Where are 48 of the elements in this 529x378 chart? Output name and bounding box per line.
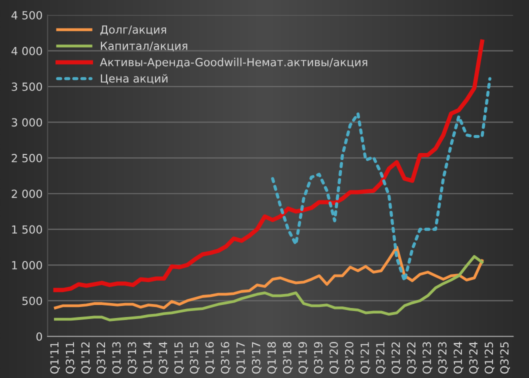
x-tick-label: Q1'14 [143, 342, 153, 374]
x-tick-label: Q1'17 [236, 342, 246, 374]
y-tick-label: 1 000 [12, 260, 42, 270]
x-tick-label: Q1'24 [454, 342, 464, 374]
line-series [53, 39, 484, 292]
x-tick-label: Q3'17 [252, 342, 262, 374]
y-tick-label: 0 [36, 332, 42, 341]
y-tick-label: 2 000 [12, 190, 42, 198]
x-tick-label: Q1'23 [422, 342, 432, 374]
legend-label: Активы-Аренда-Goodwill-Немат.активы/акция [100, 58, 368, 68]
x-tick-label: Q1'11 [50, 342, 60, 374]
x-tick-label: Q1'22 [392, 342, 402, 374]
x-tick-label: Q3'14 [158, 342, 168, 374]
line-series [271, 77, 492, 282]
legend-label: Капитал/акция [100, 42, 188, 52]
x-tick-label: Q1'15 [174, 342, 184, 374]
x-tick-label: Q3'11 [66, 342, 76, 374]
x-tick-label: Q3'23 [438, 342, 448, 374]
x-tick-label: Q1'13 [112, 342, 122, 374]
x-tick-label: Q3'25 [500, 342, 510, 374]
y-tick-label: 500 [22, 296, 42, 306]
y-tick-label: 4 000 [11, 46, 42, 56]
x-tick-label: Q1'18 [267, 342, 278, 374]
x-tick-label: Q3'13 [128, 342, 138, 374]
x-tick-label: Q3'22 [407, 342, 417, 374]
y-tick-label: 4 500 [11, 11, 42, 20]
y-tick-label: 1 500 [12, 225, 42, 234]
x-tick-label: Q1'21 [360, 342, 370, 374]
x-tick-label: Q3'20 [345, 342, 355, 374]
legend-label: Цена акций [100, 74, 168, 84]
x-tick-label: Q1'16 [205, 342, 216, 374]
x-tick-label: Q1'12 [81, 342, 91, 374]
line-series [54, 255, 484, 322]
x-tick-label: Q3'19 [314, 342, 324, 374]
y-tick-label: 3 000 [12, 118, 42, 127]
x-tick-label: Q3'16 [220, 342, 231, 374]
x-tick-label: Q1'20 [330, 342, 340, 374]
y-tick-label: 2 500 [12, 154, 42, 162]
y-tick-label: 3 500 [12, 82, 42, 91]
x-tick-label: Q1'25 [484, 342, 494, 374]
legend-label: Долг/акция [100, 25, 166, 36]
x-tick-label: Q3'12 [96, 342, 106, 374]
x-tick-label: Q3'18 [282, 342, 293, 374]
x-tick-label: Q3'15 [190, 342, 200, 374]
x-tick-label: Q3'24 [469, 342, 479, 374]
line-series [54, 246, 484, 310]
x-tick-label: Q3'21 [376, 342, 386, 374]
x-tick-label: Q1'19 [298, 342, 308, 374]
